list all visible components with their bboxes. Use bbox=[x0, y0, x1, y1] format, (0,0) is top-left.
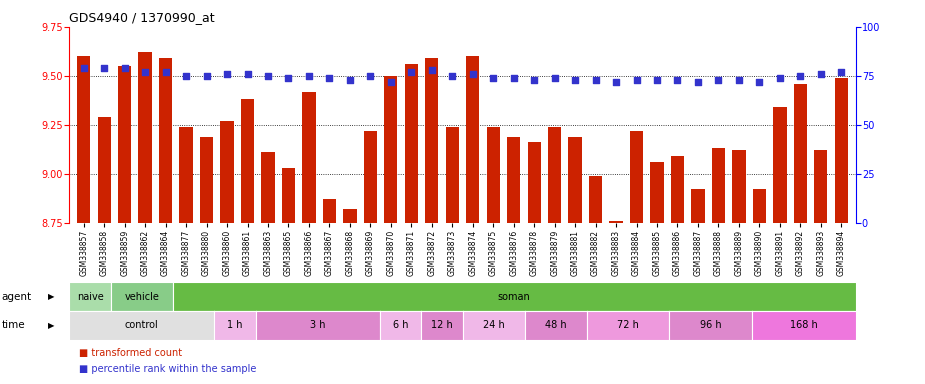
Point bbox=[486, 75, 500, 81]
Bar bbox=[834, 78, 848, 223]
Bar bbox=[711, 148, 725, 223]
Point bbox=[342, 77, 357, 83]
Bar bbox=[794, 84, 807, 223]
Bar bbox=[302, 91, 315, 223]
Bar bbox=[671, 156, 684, 223]
Point bbox=[732, 77, 746, 83]
Bar bbox=[97, 117, 111, 223]
Point bbox=[691, 79, 706, 85]
Point bbox=[609, 79, 623, 85]
Point bbox=[711, 77, 726, 83]
Bar bbox=[262, 152, 275, 223]
Text: GDS4940 / 1370990_at: GDS4940 / 1370990_at bbox=[69, 12, 215, 25]
Point bbox=[588, 77, 603, 83]
Bar bbox=[77, 56, 91, 223]
Text: 168 h: 168 h bbox=[790, 320, 818, 331]
Text: 72 h: 72 h bbox=[617, 320, 639, 331]
Bar bbox=[487, 127, 500, 223]
Text: 12 h: 12 h bbox=[431, 320, 452, 331]
Point bbox=[793, 73, 808, 79]
Bar bbox=[773, 107, 786, 223]
Text: ▶: ▶ bbox=[48, 292, 55, 301]
Bar bbox=[691, 189, 705, 223]
Bar bbox=[446, 127, 459, 223]
Point bbox=[404, 69, 419, 75]
Bar bbox=[569, 137, 582, 223]
Point bbox=[219, 71, 234, 77]
Text: 24 h: 24 h bbox=[483, 320, 504, 331]
Bar bbox=[139, 52, 152, 223]
Point bbox=[138, 69, 153, 75]
Point bbox=[117, 65, 132, 71]
Point bbox=[363, 73, 377, 79]
Point bbox=[629, 77, 644, 83]
Bar bbox=[733, 150, 746, 223]
Bar bbox=[507, 137, 521, 223]
Text: 1 h: 1 h bbox=[228, 320, 242, 331]
Text: ■ percentile rank within the sample: ■ percentile rank within the sample bbox=[79, 364, 256, 374]
Bar bbox=[118, 66, 131, 223]
Text: vehicle: vehicle bbox=[124, 291, 159, 302]
Text: soman: soman bbox=[498, 291, 531, 302]
Point bbox=[445, 73, 460, 79]
Point bbox=[97, 65, 112, 71]
Point bbox=[506, 75, 521, 81]
Text: naive: naive bbox=[77, 291, 104, 302]
Point bbox=[302, 73, 316, 79]
Point bbox=[752, 79, 767, 85]
Bar bbox=[282, 168, 295, 223]
Text: time: time bbox=[2, 320, 26, 331]
Point bbox=[465, 71, 480, 77]
Point bbox=[813, 71, 828, 77]
Bar bbox=[548, 127, 561, 223]
Bar bbox=[240, 99, 254, 223]
Point bbox=[548, 75, 562, 81]
Text: control: control bbox=[125, 320, 159, 331]
Bar bbox=[364, 131, 377, 223]
Point bbox=[76, 65, 91, 71]
Point bbox=[240, 71, 255, 77]
Bar bbox=[404, 64, 418, 223]
Point bbox=[281, 75, 296, 81]
Point bbox=[526, 77, 541, 83]
Text: 6 h: 6 h bbox=[393, 320, 408, 331]
Bar bbox=[650, 162, 663, 223]
Point bbox=[179, 73, 193, 79]
Bar bbox=[426, 58, 438, 223]
Text: 96 h: 96 h bbox=[700, 320, 722, 331]
Point bbox=[261, 73, 276, 79]
Bar bbox=[200, 137, 214, 223]
Point bbox=[834, 69, 849, 75]
Point bbox=[158, 69, 173, 75]
Point bbox=[649, 77, 664, 83]
Bar bbox=[179, 127, 192, 223]
Bar bbox=[527, 142, 541, 223]
Bar bbox=[814, 150, 828, 223]
Bar bbox=[384, 76, 398, 223]
Point bbox=[425, 67, 439, 73]
Point bbox=[384, 79, 399, 85]
Point bbox=[322, 75, 337, 81]
Bar bbox=[466, 56, 479, 223]
Bar bbox=[630, 131, 643, 223]
Bar bbox=[159, 58, 172, 223]
Point bbox=[199, 73, 214, 79]
Bar bbox=[753, 189, 766, 223]
Text: 48 h: 48 h bbox=[545, 320, 566, 331]
Point bbox=[772, 75, 787, 81]
Text: ■ transformed count: ■ transformed count bbox=[79, 348, 181, 358]
Bar bbox=[343, 209, 356, 223]
Bar bbox=[589, 176, 602, 223]
Point bbox=[670, 77, 684, 83]
Bar bbox=[323, 199, 336, 223]
Text: ▶: ▶ bbox=[48, 321, 55, 330]
Bar bbox=[220, 121, 234, 223]
Text: agent: agent bbox=[2, 291, 32, 302]
Text: 3 h: 3 h bbox=[310, 320, 326, 331]
Point bbox=[568, 77, 583, 83]
Bar bbox=[610, 221, 623, 223]
